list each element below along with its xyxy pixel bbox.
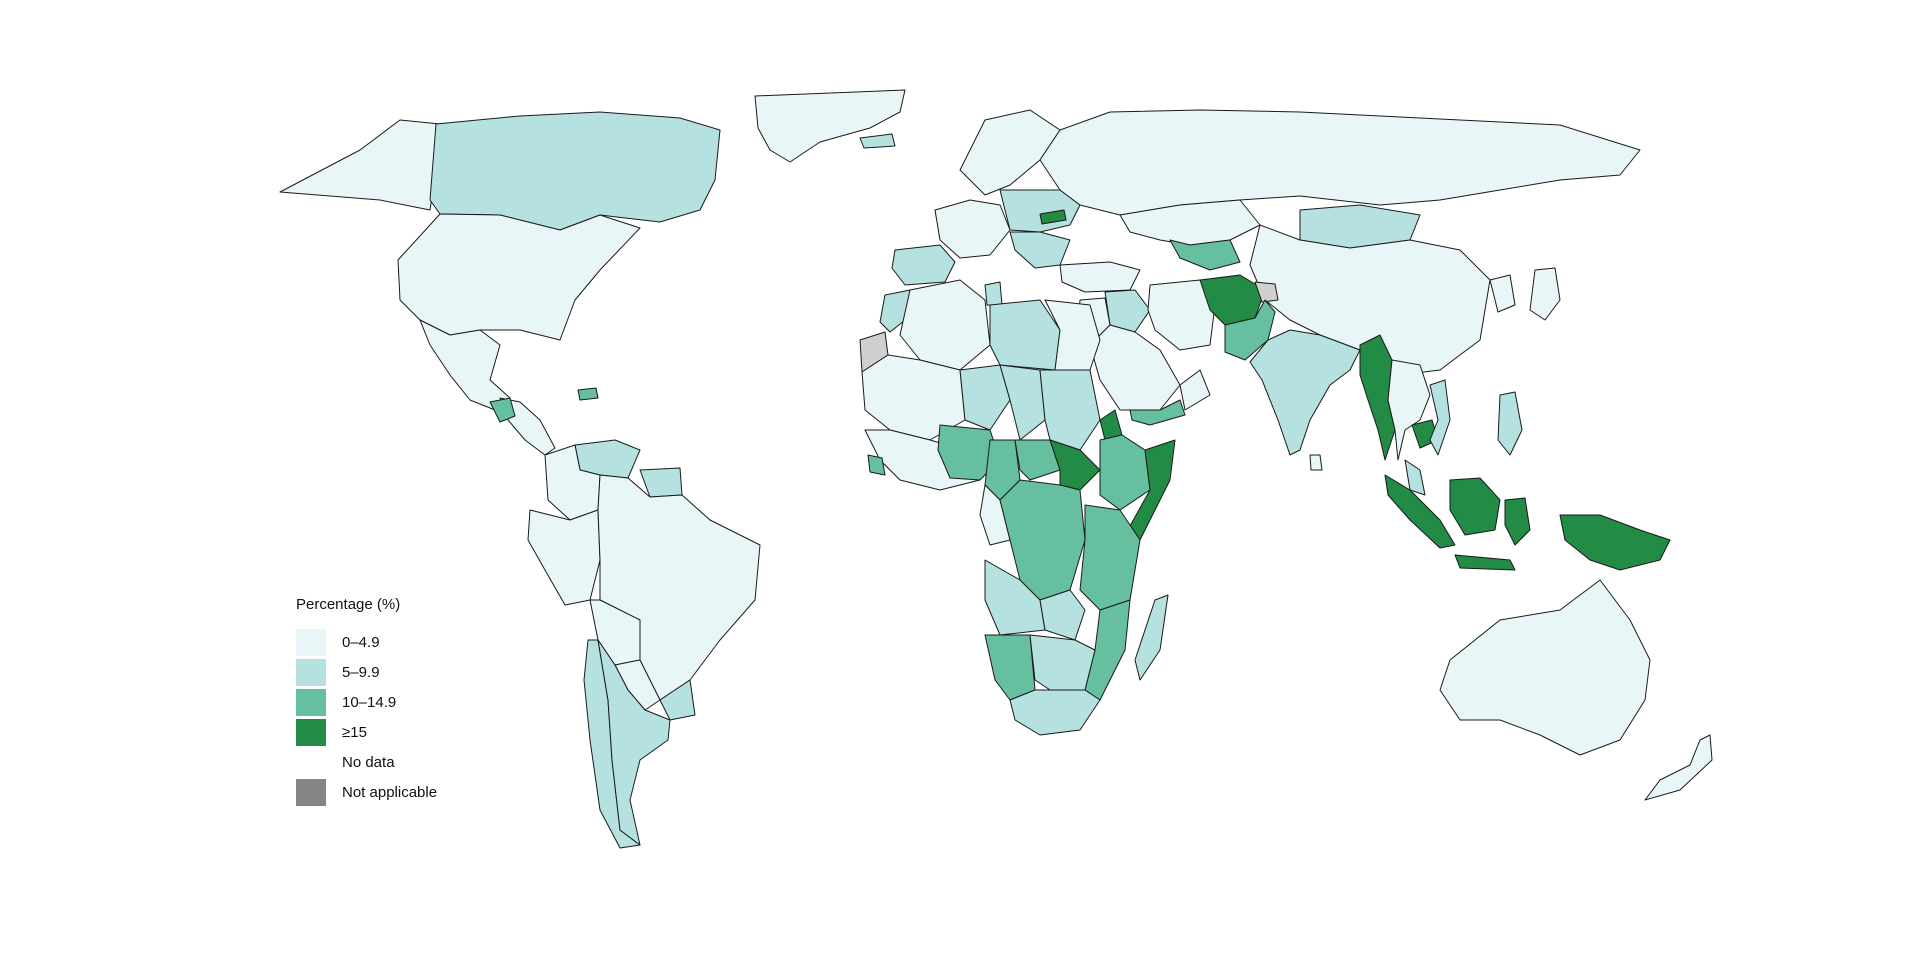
region-yemen — [1129, 399, 1186, 426]
region-botswana-zimbabwe — [1029, 634, 1096, 691]
region-usa — [397, 213, 641, 341]
legend-label-no-data: No data — [342, 753, 395, 771]
region-niger — [959, 364, 1011, 431]
region-greenland — [754, 89, 906, 163]
region-turkey — [1059, 261, 1141, 293]
region-korea — [1489, 274, 1516, 313]
region-iceland — [859, 133, 896, 149]
region-nigeria — [937, 424, 1001, 481]
region-china — [1249, 224, 1491, 376]
region-vietnam — [1429, 379, 1451, 456]
region-australia — [1439, 579, 1651, 756]
region-south-africa — [1009, 689, 1101, 736]
legend-swatch-10-14-9 — [296, 688, 326, 716]
legend-title: Percentage (%) — [296, 596, 401, 613]
region-japan — [1529, 267, 1561, 321]
region-india — [1249, 329, 1361, 456]
legend-label-10-14-9: 10–14.9 — [342, 693, 397, 711]
region-sudan — [1039, 369, 1101, 451]
region-pakistan — [1224, 299, 1276, 361]
region-balkans — [1009, 231, 1071, 269]
region-tunisia — [984, 281, 1003, 306]
legend-item-5-9-9: 5–9.9 — [296, 657, 437, 687]
region-sulawesi — [1504, 497, 1531, 546]
legend-item-10-14-9: 10–14.9 — [296, 687, 437, 717]
region-philippines — [1497, 391, 1523, 456]
region-indonesia-sumatra — [1384, 474, 1456, 549]
region-western-europe — [934, 199, 1011, 259]
region-sierra-leone — [867, 454, 886, 476]
region-libya — [989, 299, 1061, 371]
map-legend: Percentage (%) 0–4.9 5–9.9 10–14.9 ≥15 N… — [296, 596, 437, 807]
region-indonesia-java — [1454, 554, 1516, 571]
legend-swatch-15-plus — [296, 718, 326, 746]
region-canada — [429, 111, 721, 231]
region-drc — [999, 479, 1086, 601]
region-alaska — [279, 119, 441, 211]
region-sri-lanka — [1309, 454, 1323, 471]
region-haiti — [577, 387, 599, 401]
region-central-african-republic — [1014, 439, 1061, 481]
region-new-guinea — [1559, 514, 1671, 571]
region-ethiopia — [1099, 434, 1151, 511]
region-brazil — [597, 474, 761, 701]
region-kenya-tanzania — [1079, 504, 1141, 611]
region-myanmar — [1359, 334, 1396, 461]
legend-label-5-9-9: 5–9.9 — [342, 663, 380, 681]
region-argentina — [597, 639, 671, 846]
region-slovakia — [1039, 209, 1067, 225]
region-uruguay — [659, 679, 696, 721]
legend-swatch-5-9-9 — [296, 658, 326, 686]
legend-label-0-4-9: 0–4.9 — [342, 633, 380, 651]
region-madagascar — [1134, 594, 1169, 681]
region-uzbekistan-tajikistan — [1169, 239, 1241, 271]
region-algeria — [899, 279, 991, 371]
region-guatemala — [489, 397, 516, 423]
legend-swatch-no-data — [296, 748, 326, 776]
legend-swatch-0-4-9 — [296, 628, 326, 656]
legend-item-not-applicable: Not applicable — [296, 777, 437, 807]
region-mexico — [419, 319, 511, 411]
legend-swatch-not-applicable — [296, 778, 326, 806]
region-chad — [999, 364, 1046, 441]
region-peru-ecuador — [527, 509, 601, 606]
region-thailand-laos — [1387, 359, 1431, 461]
region-namibia — [984, 634, 1036, 701]
legend-item-no-data: No data — [296, 747, 437, 777]
legend-label-15-plus: ≥15 — [342, 723, 367, 741]
region-new-zealand — [1644, 734, 1713, 801]
region-oman — [1179, 369, 1211, 411]
region-russia — [1039, 109, 1641, 216]
region-spain-portugal — [891, 244, 956, 286]
region-guyana — [639, 467, 683, 498]
region-zambia — [1039, 589, 1086, 641]
region-malaysia — [1404, 459, 1426, 496]
legend-item-15-plus: ≥15 — [296, 717, 437, 747]
legend-label-not-applicable: Not applicable — [342, 783, 438, 801]
region-borneo-indonesia — [1449, 477, 1501, 536]
region-gabon-congo — [979, 484, 1011, 546]
legend-item-0-4-9: 0–4.9 — [296, 627, 437, 657]
country-regions — [279, 89, 1713, 849]
region-kashmir — [1254, 281, 1279, 303]
